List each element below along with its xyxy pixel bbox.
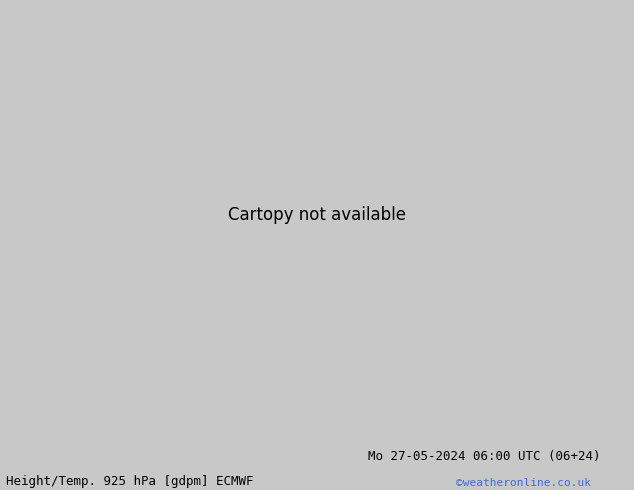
Text: Cartopy not available: Cartopy not available	[228, 206, 406, 224]
Text: ©weatheronline.co.uk: ©weatheronline.co.uk	[456, 478, 592, 488]
Text: Height/Temp. 925 hPa [gdpm] ECMWF: Height/Temp. 925 hPa [gdpm] ECMWF	[6, 474, 254, 488]
Text: Mo 27-05-2024 06:00 UTC (06+24): Mo 27-05-2024 06:00 UTC (06+24)	[368, 450, 600, 463]
